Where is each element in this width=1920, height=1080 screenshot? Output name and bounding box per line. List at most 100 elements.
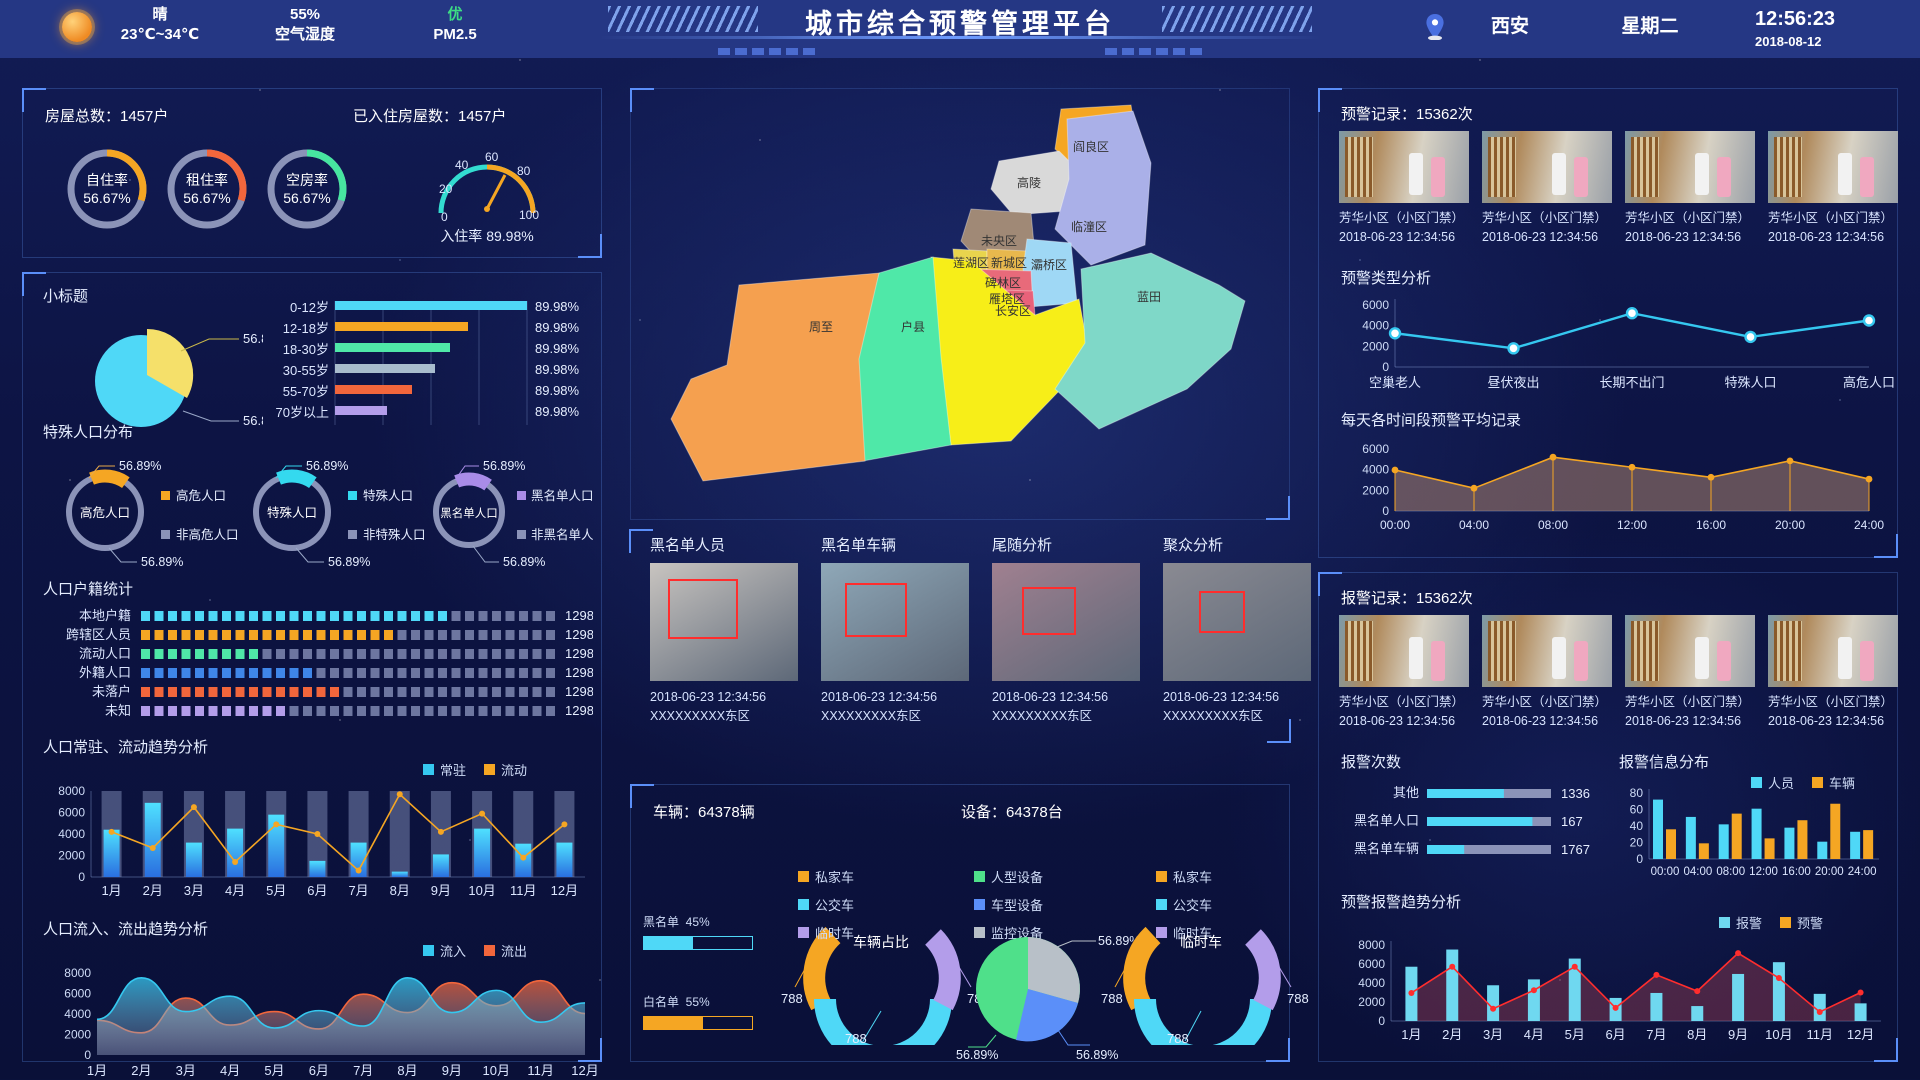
svg-text:5月: 5月 [1565, 1027, 1585, 1042]
svg-text:10月: 10月 [468, 883, 495, 898]
svg-text:2000: 2000 [1362, 483, 1389, 497]
svg-text:3月: 3月 [184, 883, 204, 898]
svg-text:167: 167 [1561, 814, 1583, 829]
gate-snapshot-image[interactable] [1339, 615, 1469, 687]
gate-snapshot-image[interactable] [1482, 615, 1612, 687]
gate-snapshot-image[interactable] [1482, 131, 1612, 203]
svg-text:高陵: 高陵 [1017, 175, 1041, 190]
legend-person: 人员 [1768, 776, 1795, 791]
follow-photo[interactable] [992, 563, 1140, 681]
svg-text:56.89%: 56.89% [503, 555, 545, 569]
gate-snapshot-image[interactable] [1625, 131, 1755, 203]
map-region-lintong[interactable] [1054, 110, 1152, 266]
legend-vehicle: 车辆 [1829, 776, 1856, 791]
sub-title: 小标题 [43, 288, 89, 305]
weather-info: 晴 23℃~34℃ [100, 5, 220, 46]
svg-text:流动人口: 流动人口 [79, 646, 131, 661]
detection-box [1022, 587, 1076, 635]
snapshot-card[interactable]: 黑名单车辆 2018-06-23 12:34:56 XXXXXXXXX东区 [821, 534, 969, 727]
person-a [1838, 637, 1852, 679]
svg-text:40: 40 [1630, 819, 1644, 833]
whitelist-bar-track [643, 1016, 753, 1030]
person-a [1838, 153, 1852, 195]
gate-snapshot-image[interactable] [1625, 615, 1755, 687]
map-region-zhouzhi[interactable] [670, 272, 880, 482]
gate-snapshot-image[interactable] [1768, 615, 1898, 687]
record-name: 芳华小区（小区门禁） [1625, 211, 1751, 225]
record-card[interactable]: 芳华小区（小区门禁） 2018-06-23 12:34:56 [1482, 131, 1612, 248]
record-card[interactable]: 芳华小区（小区门禁） 2018-06-23 12:34:56 [1625, 615, 1755, 732]
svg-text:灞桥区: 灞桥区 [1031, 258, 1067, 272]
svg-text:12:00: 12:00 [1749, 866, 1778, 878]
device-total-label: 设备：64378台 [961, 804, 1063, 821]
record-card[interactable]: 芳华小区（小区门禁） 2018-06-23 12:34:56 [1768, 615, 1898, 732]
svg-text:56.89%: 56.89% [328, 555, 370, 569]
ring-vacancy: 空房率 56.67% [267, 149, 347, 229]
city-name: 西安 [1490, 16, 1529, 37]
snapshot-time: 2018-06-23 12:34:56 [650, 690, 767, 704]
snapshot-card[interactable]: 黑名单人员 2018-06-23 12:34:56 XXXXXXXXX东区 [650, 534, 798, 727]
record-card[interactable]: 芳华小区（小区门禁） 2018-06-23 12:34:56 [1625, 131, 1755, 248]
svg-text:6000: 6000 [1362, 442, 1389, 456]
donut-special: 特殊人口 56.89% 56.89% 特殊人口 非特殊人口 [249, 459, 426, 569]
alarm-dist-title: 报警信息分布 [1619, 754, 1710, 771]
map-panel[interactable]: 阎良区 高陵 临潼区 未央区 莲湖区 新城区 灞桥区 碑林区 雁塔区 长安区 户县 周至 蓝田 [630, 88, 1290, 520]
svg-text:碑林区: 碑林区 [985, 275, 1021, 290]
svg-text:2月: 2月 [143, 883, 163, 898]
legend-temp-car: 临时车 [815, 926, 855, 941]
daily-average-title: 每天各时间段预警平均记录 [1341, 412, 1522, 429]
svg-text:6月: 6月 [1605, 1027, 1625, 1042]
alarm-panel: 报警记录：15362次 芳华小区（小区门禁） 2018-06-23 12:34:5… [1318, 572, 1898, 1062]
gate-snapshot-image[interactable] [1339, 131, 1469, 203]
record-card[interactable]: 芳华小区（小区门禁） 2018-06-23 12:34:56 [1339, 131, 1469, 248]
snapshot-place: XXXXXXXXX东区 [821, 709, 922, 724]
snapshot-time: 2018-06-23 12:34:56 [821, 690, 938, 704]
whitelist-bar-label: 白名单 55% [643, 995, 710, 1009]
weather-condition: 晴 [152, 6, 168, 23]
svg-text:89.98%: 89.98% [535, 362, 580, 377]
svg-text:长安区: 长安区 [995, 303, 1031, 318]
vehicle-photo[interactable] [821, 563, 969, 681]
weekday-label: 星期二 [1621, 16, 1679, 37]
inflow-outflow-chart: 0 2000 4000 6000 8000 1月 2月 3月 4月 5月 6月 7月 8月 9月 10月 11… [64, 966, 598, 1078]
svg-text:100: 100 [519, 208, 539, 222]
warning-record-title: 预警记录：15362次 [1341, 106, 1473, 123]
alarm-dist-legend: 人员 车辆 [1751, 773, 1855, 792]
temp-car-donut: 临时车 788 788 788 [1101, 926, 1309, 1045]
svg-text:2000: 2000 [64, 1028, 91, 1042]
record-card[interactable]: 芳华小区（小区门禁） 2018-06-23 12:34:56 [1482, 615, 1612, 732]
snapshot-card-title: 聚众分析 [1163, 537, 1224, 554]
record-card[interactable]: 芳华小区（小区门禁） 2018-06-23 12:34:56 [1339, 615, 1469, 732]
map-region-baqiao[interactable] [1022, 238, 1078, 308]
pm25-info: 优 PM2.5 [385, 5, 525, 46]
record-time: 2018-06-23 12:34:56 [1482, 230, 1599, 245]
map-region-lantian[interactable] [1054, 252, 1246, 430]
svg-text:1298: 1298 [565, 665, 593, 680]
svg-text:00:00: 00:00 [1651, 866, 1680, 878]
crowd-photo[interactable] [1163, 563, 1311, 681]
snapshot-card[interactable]: 尾随分析 2018-06-23 12:34:56 XXXXXXXXX东区 [992, 534, 1140, 727]
svg-text:6000: 6000 [64, 987, 91, 1001]
gate-snapshot-image[interactable] [1768, 131, 1898, 203]
svg-text:56.89%: 56.89% [119, 459, 161, 473]
svg-text:黑名单人口: 黑名单人口 [531, 488, 593, 503]
legend-inflow: 流入 [423, 941, 466, 960]
face-photo[interactable] [650, 563, 798, 681]
detection-box [668, 579, 738, 639]
svg-text:4月: 4月 [1524, 1027, 1544, 1042]
census-block-chart: 本地户籍 1298 跨辖区人员 1298 流动人口 1298 外籍人口 1298 未落户 1298… [66, 608, 593, 718]
svg-text:3月: 3月 [1483, 1027, 1503, 1042]
snapshot-card[interactable]: 聚众分析 2018-06-23 12:34:56 XXXXXXXXX东区 [1163, 534, 1311, 727]
fence-detail [1774, 621, 1802, 681]
record-time: 2018-06-23 12:34:56 [1339, 230, 1456, 245]
svg-text:特殊人口: 特殊人口 [267, 505, 317, 520]
header-underline [600, 36, 1320, 39]
pm25-label: PM2.5 [433, 26, 477, 44]
person-b [1431, 641, 1445, 681]
snapshot-card-title: 尾随分析 [992, 537, 1053, 554]
svg-text:蓝田: 蓝田 [1137, 290, 1161, 304]
svg-text:0: 0 [84, 1048, 91, 1062]
record-card[interactable]: 芳华小区（小区门禁） 2018-06-23 12:34:56 [1768, 131, 1898, 248]
svg-text:56.67%: 56.67% [83, 190, 130, 206]
